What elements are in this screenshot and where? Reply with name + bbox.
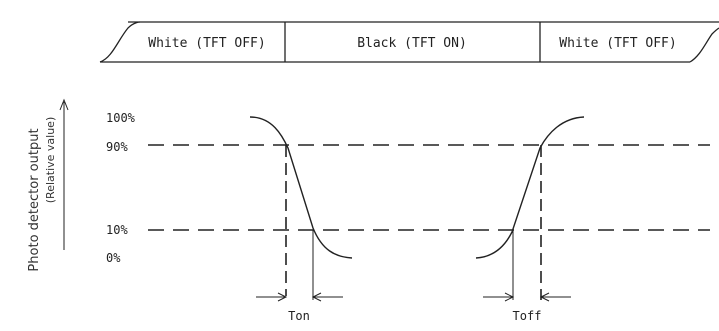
ton-label: Ton [288, 309, 310, 323]
toff-arrow-left-head [504, 292, 515, 302]
level-label-0: 0% [106, 251, 121, 265]
y-axis-label-group: Photo detector output (Relative value) [27, 98, 69, 272]
state-segment-black-on: Black (TFT ON) [357, 36, 467, 51]
ton-arrow-left-head [277, 292, 288, 302]
state-bar: White (TFT OFF) Black (TFT ON) White (TF… [99, 21, 719, 63]
toff-dimension: Toff [483, 292, 571, 323]
state-bar-left-edge [99, 21, 141, 63]
toff-label: Toff [513, 309, 542, 323]
y-axis-sublabel: (Relative value) [44, 117, 57, 204]
y-axis-label: Photo detector output [27, 128, 42, 271]
state-bar-right-edge [689, 27, 719, 63]
y-axis-arrow-head [59, 98, 69, 111]
ton-arrow-right-head [311, 292, 322, 302]
falling-response-curve [249, 116, 353, 259]
level-label-90: 90% [106, 140, 128, 154]
level-label-10: 10% [106, 223, 128, 237]
ton-dimension: Ton [256, 292, 343, 323]
state-segment-white-off-1: White (TFT OFF) [148, 36, 265, 51]
toff-arrow-right-head [539, 292, 550, 302]
level-label-100: 100% [106, 111, 136, 125]
rising-response-curve [475, 116, 585, 259]
state-segment-white-off-2: White (TFT OFF) [559, 36, 676, 51]
